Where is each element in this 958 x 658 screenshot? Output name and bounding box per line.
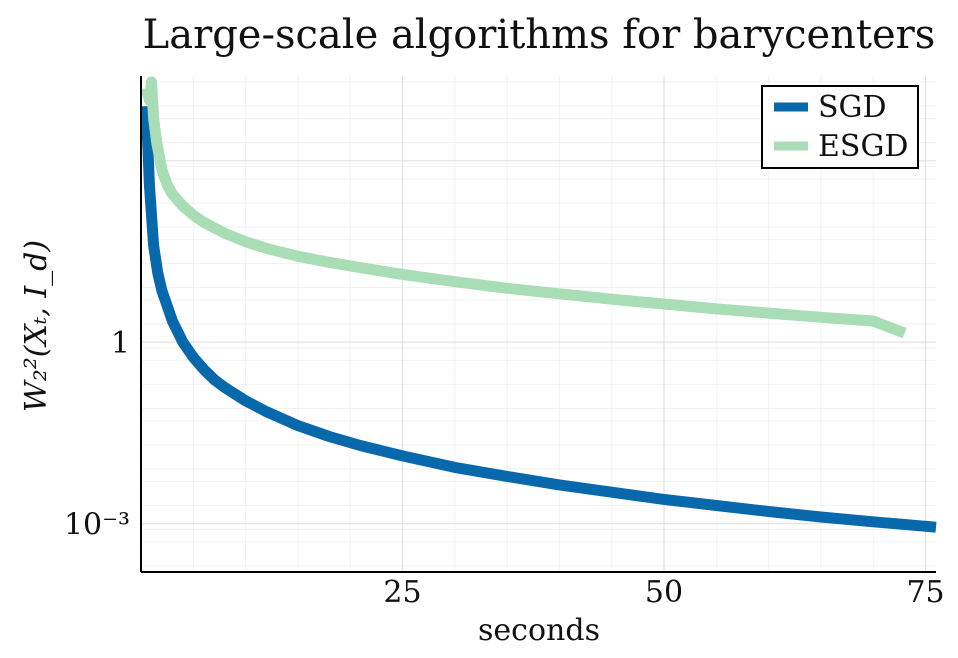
y-tick-labels: 1 10⁻³ (64, 326, 130, 542)
y-tick-label: 1 (111, 326, 130, 361)
y-axis-label: W₂²(Xₜ, I_d) (19, 240, 54, 412)
x-tick-label: 25 (383, 575, 421, 610)
chart-title: Large-scale algorithms for barycenters (143, 12, 936, 58)
x-tick-label: 75 (906, 575, 944, 610)
legend-label-sgd: SGD (818, 90, 887, 125)
series-lines (140, 76, 937, 533)
series-line-esgd (140, 76, 907, 339)
series-line-sgd (140, 105, 937, 533)
x-tick-labels: 25 50 75 (383, 575, 944, 610)
x-axis-label: seconds (478, 613, 600, 648)
x-tick-label: 50 (645, 575, 683, 610)
legend: SGD ESGD (761, 85, 919, 169)
legend-box (761, 85, 919, 169)
legend-label-esgd: ESGD (818, 129, 908, 164)
y-tick-label: 10⁻³ (64, 508, 130, 543)
